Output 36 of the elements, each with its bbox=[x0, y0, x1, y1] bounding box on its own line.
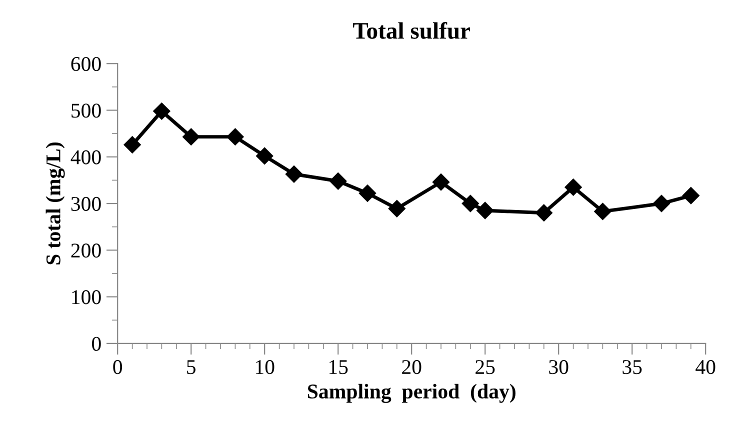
y-tick-label: 600 bbox=[71, 56, 101, 72]
x-tick-label: 25 bbox=[476, 360, 495, 374]
x-tick-label: 30 bbox=[549, 360, 568, 374]
x-tick-label: 20 bbox=[402, 360, 422, 374]
point bbox=[564, 178, 582, 196]
x-tick-label: 40 bbox=[696, 360, 716, 374]
x-axis-title: Sampling period (day) bbox=[308, 384, 516, 403]
point bbox=[462, 194, 479, 212]
x-tick-label: 0 bbox=[113, 360, 122, 374]
y-tick-label: 200 bbox=[71, 244, 101, 258]
x-tick-label: 5 bbox=[187, 360, 196, 374]
y-tick-label: 500 bbox=[72, 104, 101, 118]
x-tick-label: 35 bbox=[622, 360, 642, 374]
point bbox=[432, 174, 450, 191]
x-tick-label: 15 bbox=[330, 360, 348, 374]
point bbox=[153, 102, 170, 120]
point bbox=[476, 202, 494, 220]
y-tick-label: 0 bbox=[92, 336, 101, 351]
y-tick-label: 100 bbox=[72, 290, 101, 304]
y-tick-label: 400 bbox=[70, 150, 101, 164]
point bbox=[256, 147, 274, 164]
y-axis-title: S total (mg/L) bbox=[46, 142, 65, 264]
point bbox=[182, 128, 200, 146]
point bbox=[124, 136, 141, 154]
point bbox=[652, 194, 670, 212]
point bbox=[330, 172, 347, 190]
x-tick-label: 10 bbox=[256, 360, 274, 374]
point bbox=[535, 204, 552, 222]
chart-title: Total sulfur bbox=[353, 22, 470, 39]
point bbox=[682, 187, 700, 204]
y-tick-label: 300 bbox=[71, 196, 101, 211]
point bbox=[285, 166, 303, 183]
point bbox=[358, 184, 376, 202]
point bbox=[388, 200, 406, 218]
point bbox=[226, 128, 244, 146]
point bbox=[594, 202, 612, 220]
